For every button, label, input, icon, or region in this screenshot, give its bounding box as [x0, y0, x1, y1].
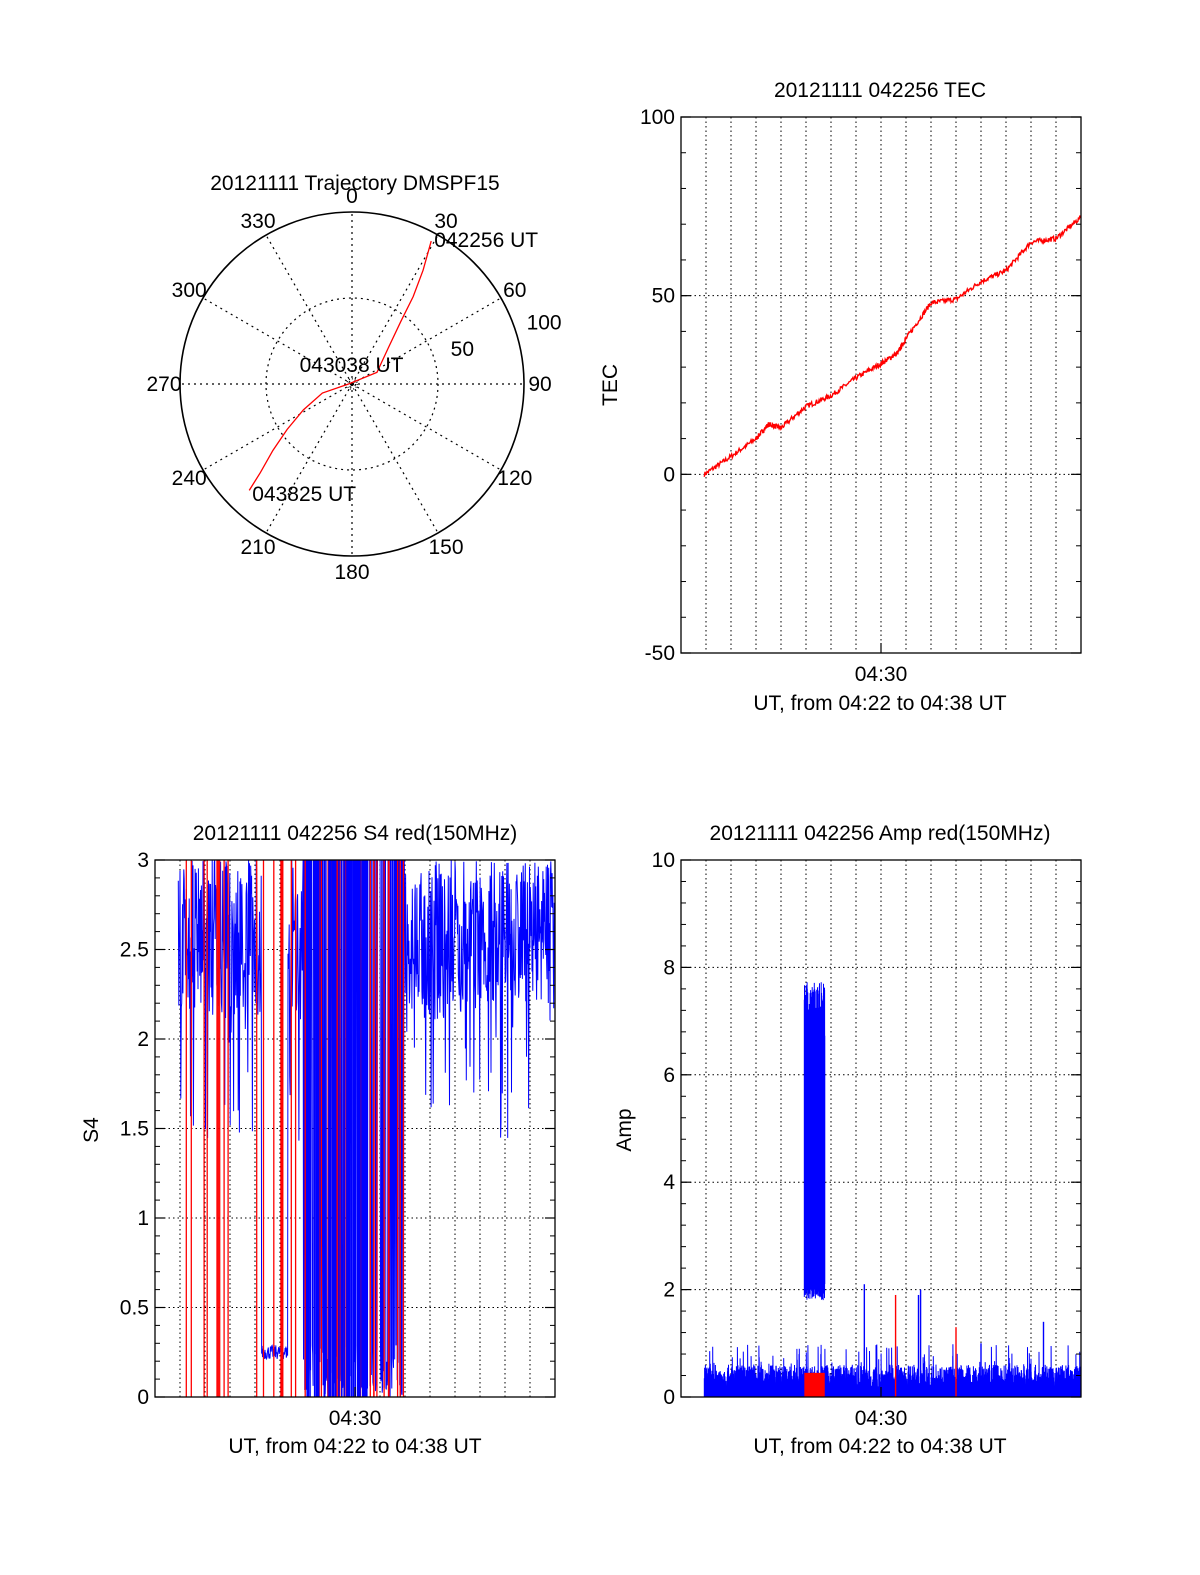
polar-grid	[179, 211, 525, 557]
trajectory-track	[248, 240, 432, 491]
amp-y-axis-label: Amp	[613, 1108, 636, 1151]
polar-azimuth-labels: 0 30 60 90 120 150 180 210 240 270 300 330	[146, 185, 551, 584]
polar-outer-circle	[179, 211, 525, 557]
amp-blue-baseline	[703, 1344, 1082, 1398]
trajectory-panel: 20121111 Trajectory DMSPF15 0 30 60 90 120 15…	[146, 172, 561, 584]
amp-title: 20121111 042256 Amp red(150MHz)	[710, 822, 1051, 845]
polar-spoke	[351, 383, 502, 471]
trajectory-annotations: 042256 UT 043038 UT 043825 UT	[252, 229, 538, 506]
y-tick-label: 0	[663, 463, 675, 486]
polar-azimuth-label: 120	[497, 467, 532, 490]
polar-spoke	[265, 383, 353, 534]
polar-spoke	[202, 297, 353, 385]
polar-spoke	[351, 234, 439, 385]
polar-azimuth-label: 90	[528, 373, 551, 396]
s4-y-ticks: 0 0.5 1 1.5 2 2.5 3	[120, 849, 555, 1409]
polar-spoke	[202, 383, 353, 471]
amp-red-segment	[804, 1372, 825, 1397]
s4-panel: 20121111 042256 S4 red(150MHz) 0 0.5 1 1.5 2…	[80, 822, 556, 1458]
y-tick-label: -50	[645, 642, 675, 665]
y-tick-label: 50	[652, 285, 675, 308]
amp-x-ticks: 04:30	[855, 1387, 908, 1430]
tec-grid	[681, 117, 1081, 653]
s4-series	[177, 859, 556, 1398]
polar-azimuth-label: 330	[240, 210, 275, 233]
polar-grid-circle	[347, 379, 357, 389]
polar-azimuth-label: 180	[334, 561, 369, 584]
polar-radial-label: 100	[527, 312, 562, 335]
s4-x-axis-label: UT, from 04:22 to 04:38 UT	[228, 1435, 481, 1458]
tec-x-ticks: 04:30	[855, 643, 908, 686]
amp-grid	[681, 860, 1081, 1397]
trajectory-title: 20121111 Trajectory DMSPF15	[210, 172, 499, 195]
polar-spoke	[265, 234, 353, 385]
tec-y-ticks: -50 0 50 100	[640, 106, 1081, 665]
polar-azimuth-label: 270	[146, 373, 181, 396]
polar-radial-label: 50	[451, 338, 474, 361]
y-tick-label: 2	[663, 1279, 675, 1302]
y-tick-label: 4	[663, 1171, 675, 1194]
trajectory-annotation-label: 043825 UT	[252, 483, 356, 506]
polar-azimuth-label: 30	[434, 210, 457, 233]
x-tick-label: 04:30	[855, 663, 908, 686]
s4-title: 20121111 042256 S4 red(150MHz)	[193, 822, 518, 845]
polar-azimuth-label: 240	[172, 467, 207, 490]
polar-azimuth-label: 150	[428, 536, 463, 559]
polar-azimuth-label: 60	[503, 279, 526, 302]
amp-y-ticks: 0 2 4 6 8 10	[652, 849, 1081, 1409]
tec-y-axis-label: TEC	[599, 364, 622, 406]
trajectory-annotation-label: 042256 UT	[434, 229, 538, 252]
s4-y-axis-label: S4	[80, 1117, 103, 1143]
tec-title: 20121111 042256 TEC	[774, 79, 986, 102]
y-tick-label: 3	[137, 849, 149, 872]
x-tick-label: 04:30	[855, 1407, 908, 1430]
y-tick-label: 100	[640, 106, 675, 129]
polar-azimuth-label: 0	[346, 185, 358, 208]
polar-spoke	[351, 297, 502, 385]
polar-radial-labels: 50 100	[451, 312, 562, 362]
y-tick-label: 2.5	[120, 939, 149, 962]
amp-panel: 20121111 042256 Amp red(150MHz) 0246810 …	[613, 822, 1082, 1458]
trajectory-annotation-label: 043038 UT	[300, 354, 404, 377]
y-tick-label: 0	[663, 1386, 675, 1409]
amp-plot-frame	[680, 859, 1082, 1398]
y-tick-label: 1.5	[120, 1118, 149, 1141]
polar-azimuth-label: 210	[240, 536, 275, 559]
y-tick-label: 8	[663, 956, 675, 979]
y-tick-label: 6	[663, 1064, 675, 1087]
s4-x-ticks: 04:30	[329, 1387, 382, 1430]
tec-x-axis-label: UT, from 04:22 to 04:38 UT	[753, 692, 1006, 715]
y-tick-label: 0	[137, 1386, 149, 1409]
y-tick-label: 2	[137, 1028, 149, 1051]
amp-series	[703, 982, 1082, 1398]
x-tick-label: 04:30	[329, 1407, 382, 1430]
amp-blue-burst	[803, 982, 826, 1301]
polar-spoke	[351, 383, 439, 534]
y-tick-label: 0.5	[120, 1297, 149, 1320]
y-tick-label: 1	[137, 1207, 149, 1230]
tec-series-line	[703, 215, 1082, 477]
y-tick-label: 10	[652, 849, 675, 872]
polar-azimuth-label: 300	[172, 279, 207, 302]
amp-x-axis-label: UT, from 04:22 to 04:38 UT	[753, 1435, 1006, 1458]
